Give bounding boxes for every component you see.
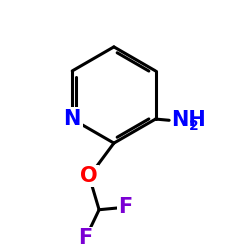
Text: NH: NH (172, 110, 206, 130)
Text: F: F (118, 197, 132, 217)
Text: F: F (78, 228, 93, 248)
Text: N: N (64, 109, 81, 129)
Text: O: O (80, 166, 98, 186)
Text: 2: 2 (189, 119, 199, 133)
